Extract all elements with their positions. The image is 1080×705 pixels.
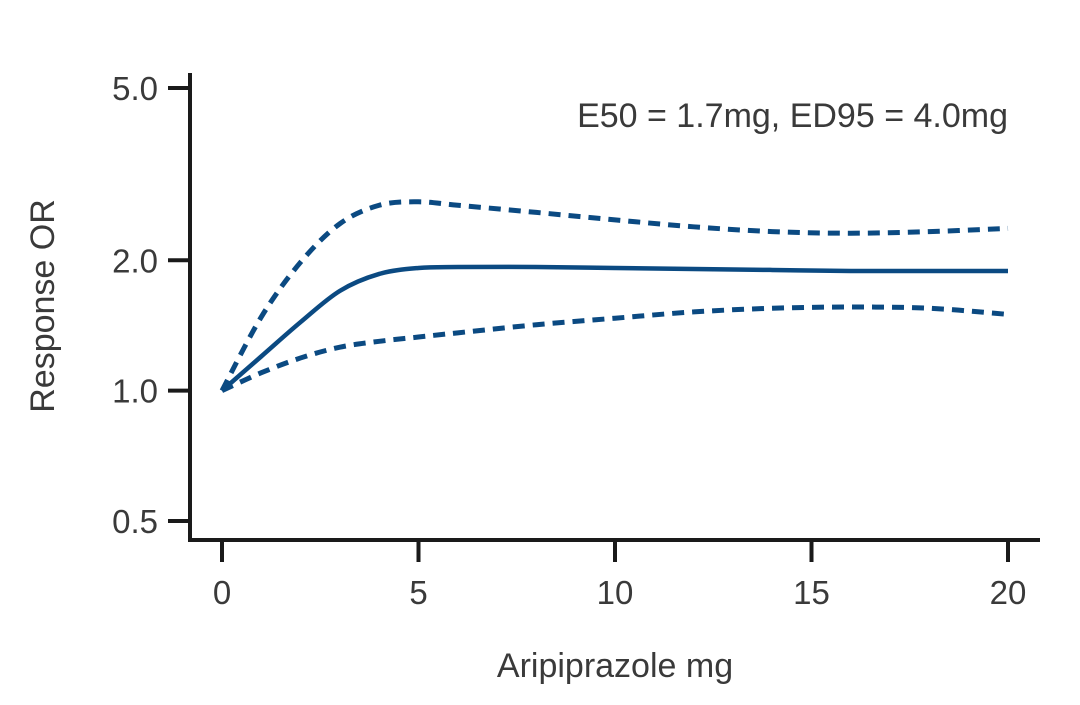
y-tick-label: 1.0 [112, 373, 158, 410]
y-tick-label: 0.5 [112, 503, 158, 540]
point-estimate-line [220, 264, 1008, 393]
x-tick-label: 15 [793, 574, 830, 611]
y-axis-title: Response OR [24, 199, 62, 413]
lower-ci-line [220, 304, 1009, 393]
plot-area [219, 199, 1009, 393]
x-tick-label: 5 [409, 574, 427, 611]
upper-ci-line [219, 199, 1009, 392]
y-tick-label: 2.0 [112, 242, 158, 279]
dose-annotation: E50 = 1.7mg, ED95 = 4.0mg [577, 97, 1008, 135]
x-axis-ticks: 0 5 10 15 20 [213, 540, 1027, 611]
x-axis-title: Aripiprazole mg [497, 647, 733, 685]
y-axis-ticks: 0.5 1.0 2.0 5.0 [112, 70, 190, 540]
x-tick-label: 10 [597, 574, 634, 611]
x-tick-label: 20 [990, 574, 1027, 611]
x-tick-label: 0 [213, 574, 231, 611]
y-tick-label: 5.0 [112, 70, 158, 107]
